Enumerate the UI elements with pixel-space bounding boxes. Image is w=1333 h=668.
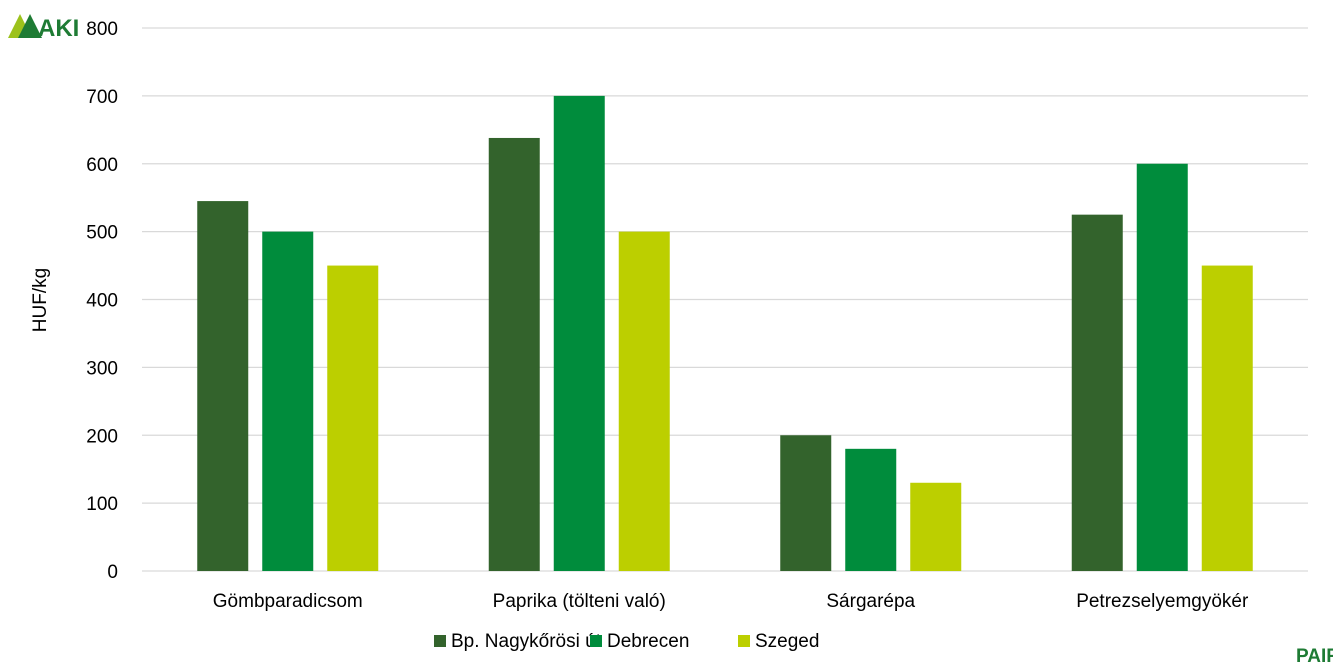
y-tick-label: 300 xyxy=(86,358,118,379)
legend-item: Bp. Nagykőrösi út xyxy=(434,631,602,652)
bar xyxy=(845,448,897,571)
pair-logo: PAIR xyxy=(1296,646,1333,667)
bar xyxy=(780,435,832,571)
legend-swatch xyxy=(434,635,446,647)
bar xyxy=(262,231,314,571)
y-tick-label: 600 xyxy=(86,155,118,176)
gridlines xyxy=(142,27,1308,572)
bar xyxy=(910,482,962,571)
bars xyxy=(197,95,1253,572)
x-axis-categories: Gömbparadicsom Paprika (tölteni való) Sárg… xyxy=(213,591,1249,612)
legend-item: Szeged xyxy=(738,631,819,652)
bar xyxy=(618,231,670,571)
bar xyxy=(1136,163,1188,571)
legend-swatch xyxy=(590,635,602,647)
y-tick-label: 400 xyxy=(86,291,118,312)
bar xyxy=(553,95,605,571)
aki-logo-text: AKI xyxy=(38,15,79,42)
category-label: Petrezselyemgyökér xyxy=(1076,591,1249,612)
y-axis-ticks: 0 100 200 300 400 500 600 700 800 xyxy=(86,19,118,583)
category-label: Paprika (tölteni való) xyxy=(493,591,666,612)
y-axis-label: HUF/kg xyxy=(30,268,51,332)
category-label: Gömbparadicsom xyxy=(213,591,363,612)
y-tick-label: 0 xyxy=(107,562,118,583)
legend-label: Bp. Nagykőrösi út xyxy=(451,631,602,652)
legend-label: Szeged xyxy=(755,631,819,652)
aki-logo: AKI xyxy=(8,14,79,42)
y-tick-label: 700 xyxy=(86,87,118,108)
y-tick-label: 200 xyxy=(86,426,118,447)
y-tick-label: 800 xyxy=(86,19,118,40)
bar xyxy=(327,265,379,571)
category-label: Sárgarépa xyxy=(826,591,915,612)
bar xyxy=(1201,265,1253,571)
bar xyxy=(1071,214,1123,571)
y-tick-label: 100 xyxy=(86,494,118,515)
bar xyxy=(488,137,540,571)
legend-label: Debrecen xyxy=(607,631,689,652)
legend-swatch xyxy=(738,635,750,647)
y-tick-label: 500 xyxy=(86,223,118,244)
legend: Bp. Nagykőrösi út Debrecen Szeged xyxy=(434,631,819,652)
bar xyxy=(197,201,249,572)
legend-item: Debrecen xyxy=(590,631,689,652)
